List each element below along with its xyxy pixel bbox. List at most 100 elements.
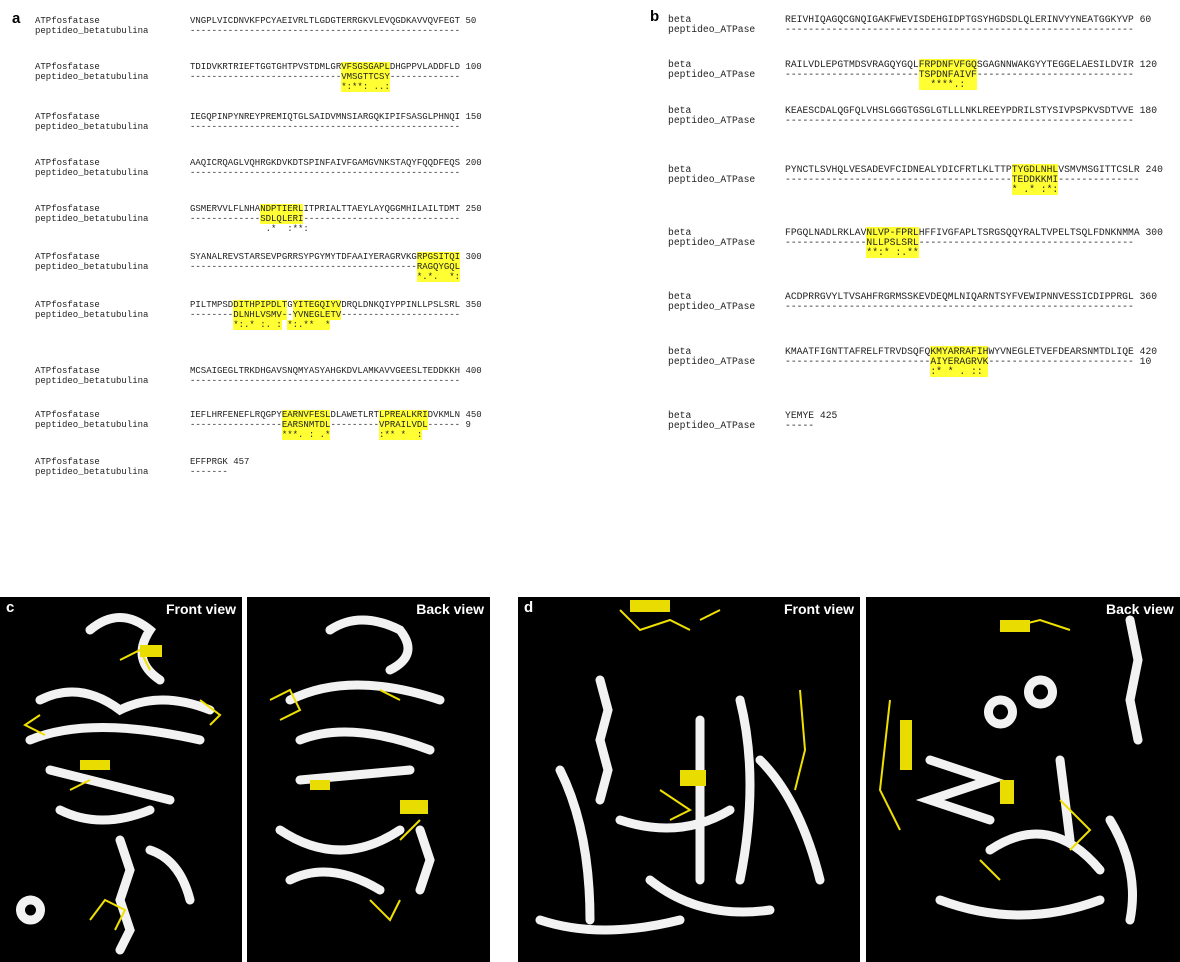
- panel-label: b: [650, 8, 659, 25]
- residues: SYANALREVSTARSEVPGRRSYPGYMYTDFAAIYERAGRV…: [190, 252, 417, 262]
- residues: ----------------------------------------…: [190, 376, 460, 386]
- residues: TDIDVKRTRIEFTGGTGHTPVSTDMLGR: [190, 62, 341, 72]
- sequence-line: ----------------------------------------…: [785, 116, 1134, 126]
- sequence-line: ----------------------------------------…: [785, 302, 1134, 312]
- highlighted-residues: *:.* :. :: [233, 320, 282, 330]
- view-label: Front view: [166, 601, 236, 617]
- residues: -------------: [190, 214, 260, 224]
- sequence-name: peptideo_betatubulina: [35, 26, 148, 36]
- sequence-line: ----------------------------------------…: [190, 122, 460, 132]
- sequence-name: peptideo_ATPase: [668, 421, 755, 431]
- highlighted-residues: DLNHLVSMV-: [233, 310, 287, 320]
- panel-label: c: [6, 599, 14, 616]
- sequence-line: PILTMPSDDITHPIPDLTGYITEGQIYVDRQLDNKQIYPP…: [190, 300, 482, 310]
- highlighted-residues: LPREALKRI: [379, 410, 428, 420]
- sequence-name: peptideo_betatubulina: [35, 420, 148, 430]
- residues: ---------: [330, 420, 379, 430]
- conservation-line: *:**: ..:: [190, 82, 390, 92]
- highlighted-residues: :* * . ::: [930, 366, 988, 377]
- sequence-line: ----------------------------VMSGTTCSY---…: [190, 72, 460, 82]
- residues: DRQLDNKQIYPPINLLPSLSRL 350: [341, 300, 481, 310]
- sequence-line: -----------------EARSNMTDL---------VPRAI…: [190, 420, 471, 430]
- sequence-line: -----: [785, 421, 814, 431]
- highlighted-residues: *:**: ..:: [341, 82, 390, 92]
- highlighted-residues: SDLQLERI: [260, 214, 303, 224]
- residues: MCSAIGEGLTRKDHGAVSNQMYASYAHGKDVLAMKAVVGE…: [190, 366, 482, 376]
- highlighted-residues: EARSNMTDL: [282, 420, 331, 430]
- residues: -----------------: [190, 420, 282, 430]
- residues: [330, 430, 379, 440]
- panel-label: a: [12, 10, 20, 27]
- residues: ----------------------------------------…: [190, 122, 460, 132]
- highlighted-residues: YVNEGLETV: [293, 310, 342, 320]
- highlighted-residues: *:.** *: [287, 320, 330, 330]
- residues: 300: [460, 252, 482, 262]
- residues: ------------------------- 10: [988, 356, 1151, 367]
- residues: -: [287, 310, 292, 320]
- sequence-name: ATPfosfatase: [35, 457, 100, 467]
- sequence-name: peptideo_betatubulina: [35, 122, 148, 132]
- residues: -----: [785, 420, 814, 431]
- sequence-line: IEFLHRFENEFLRQGPYEARNVFESLDLAWETLRTLPREA…: [190, 410, 482, 420]
- sequence-name: peptideo_ATPase: [668, 302, 755, 312]
- residues: ----------------------------------------…: [785, 115, 1134, 126]
- residues: ----------------------------------------…: [190, 26, 460, 36]
- residues: [785, 366, 930, 377]
- sequence-line: -------------SDLQLERI-------------------…: [190, 214, 460, 224]
- sequence-name: ATPfosfatase: [35, 300, 100, 310]
- residues: DHGPPVLADDFLD 100: [390, 62, 482, 72]
- conservation-line: **:* :.**: [785, 248, 919, 258]
- sequence-line: ----------------------------------------…: [190, 168, 460, 178]
- highlighted-residues: YITEGQIYV: [293, 300, 342, 310]
- conservation-line: ***. : .* :** * :: [190, 430, 422, 440]
- panel-label: d: [524, 599, 533, 616]
- sequence-line: EFFPRGK 457: [190, 457, 249, 467]
- sequence-name: ATPfosfatase: [35, 204, 100, 214]
- highlighted-residues: EARNVFESL: [282, 410, 331, 420]
- residues: -------: [190, 467, 228, 477]
- residues: -------------: [390, 72, 460, 82]
- sequence-line: ----------------------------------------…: [190, 26, 460, 36]
- residues: -----------------------------: [303, 214, 460, 224]
- highlighted-residues: VMSGTTCSY: [341, 72, 390, 82]
- highlighted-residues: :** * :: [379, 430, 422, 440]
- residues: [190, 430, 282, 440]
- residues: ---------------------------: [977, 69, 1134, 80]
- highlighted-residues: **:* :.**: [866, 247, 918, 258]
- residues: DLAWETLRT: [330, 410, 379, 420]
- sequence-name: ATPfosfatase: [35, 252, 100, 262]
- sequence-name: ATPfosfatase: [35, 158, 100, 168]
- sequence-line: AAQICRQAGLVQHRGKDVKDTSPINFAIVFGAMGVNKSTA…: [190, 158, 482, 168]
- sequence-name: ATPfosfatase: [35, 366, 100, 376]
- conservation-line: *.*. *:: [190, 272, 460, 282]
- sequence-name: peptideo_betatubulina: [35, 72, 148, 82]
- sequence-name: ATPfosfatase: [35, 410, 100, 420]
- residues: DVKMLN 450: [428, 410, 482, 420]
- sequence-line: MCSAIGEGLTRKDHGAVSNQMYASYAHGKDVLAMKAVVGE…: [190, 366, 482, 376]
- highlighted-residues: ***. : .*: [282, 430, 331, 440]
- highlighted-residues: RAGQYGQL: [417, 262, 460, 272]
- residues: EFFPRGK 457: [190, 457, 249, 467]
- sequence-name: peptideo_betatubulina: [35, 376, 148, 386]
- conservation-line: *:.* :. : *:.** *: [190, 320, 330, 330]
- sequence-name: peptideo_ATPase: [668, 116, 755, 126]
- highlighted-residues: NDPTIERL: [260, 204, 303, 214]
- residues: G: [287, 300, 292, 310]
- residues: .* :**:: [190, 224, 309, 234]
- residues: IEGQPINPYNREYPREMIQTGLSAIDVMNSIARGQKIPIF…: [190, 112, 482, 122]
- residues: ----------------------------------------…: [190, 262, 417, 272]
- sequence-name: peptideo_ATPase: [668, 238, 755, 248]
- residues: AAQICRQAGLVQHRGKDVKDTSPINFAIVFGAMGVNKSTA…: [190, 158, 482, 168]
- figure: cFront viewBack viewdFront viewBack view…: [0, 0, 1180, 962]
- sequence-name: peptideo_ATPase: [668, 70, 755, 80]
- highlighted-residues: * .* :*:: [1012, 184, 1059, 195]
- sequence-name: peptideo_betatubulina: [35, 310, 148, 320]
- residues: --------------: [1058, 174, 1139, 185]
- sequence-name: peptideo_ATPase: [668, 25, 755, 35]
- residues: [190, 272, 417, 282]
- sequence-line: VNGPLVICDNVKFPCYAEIVRLTLGDGTERRGKVLEVQGD…: [190, 16, 476, 26]
- conservation-line: .* :**:: [190, 224, 309, 234]
- sequence-line: --------DLNHLVSMV--YVNEGLETV------------…: [190, 310, 460, 320]
- sequence-name: ATPfosfatase: [35, 112, 100, 122]
- view-label: Back view: [416, 601, 484, 617]
